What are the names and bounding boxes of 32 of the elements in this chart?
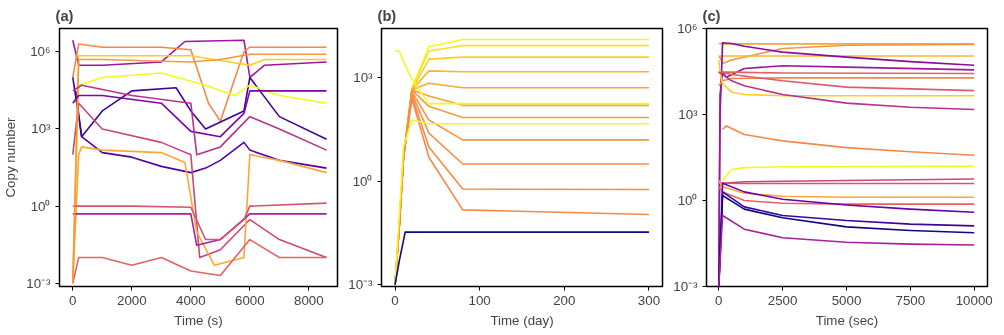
x-tick-label: 0 [715,292,723,308]
x-tick-label: 2500 [767,292,798,308]
x-tick-label: 6000 [235,292,265,308]
y-tick-label: 10³ [678,107,699,122]
y-tick-label: 10⁶ [677,21,698,36]
y-tick-label: 10⁶ [30,44,51,60]
x-tick-label: 4000 [176,292,206,308]
x-axis-title: Time (sec) [815,312,879,328]
y-tick-label: 10³ [31,121,52,137]
y-tick-label: 10⁻³ [26,275,52,291]
x-tick-label: 200 [553,292,576,308]
y-tick-label: 10⁰ [30,198,51,214]
y-tick-label: 10⁻³ [348,277,374,293]
x-axis-title: Time (day) [490,312,554,328]
y-tick-label: 10³ [353,70,374,86]
y-tick-label: 10⁻³ [673,279,699,294]
y-axis-title: Copy number [3,116,19,198]
x-axis-title: Time (s) [174,312,223,328]
chart-title: (c) [702,7,721,24]
y-tick-label: 10⁰ [677,193,698,208]
x-tick-label: 100 [468,292,491,308]
x-tick-label: 10000 [955,292,993,308]
x-tick-label: 2000 [116,292,147,308]
y-tick-label: 10⁰ [352,173,373,189]
x-tick-label: 0 [69,292,77,308]
chart-title: (b) [377,7,397,24]
x-tick-label: 5000 [831,292,862,308]
x-tick-label: 8000 [294,292,324,308]
chart-title: (a) [55,7,74,24]
x-tick-label: 7500 [895,292,926,308]
x-tick-label: 0 [391,292,399,308]
x-tick-label: 300 [637,292,661,308]
